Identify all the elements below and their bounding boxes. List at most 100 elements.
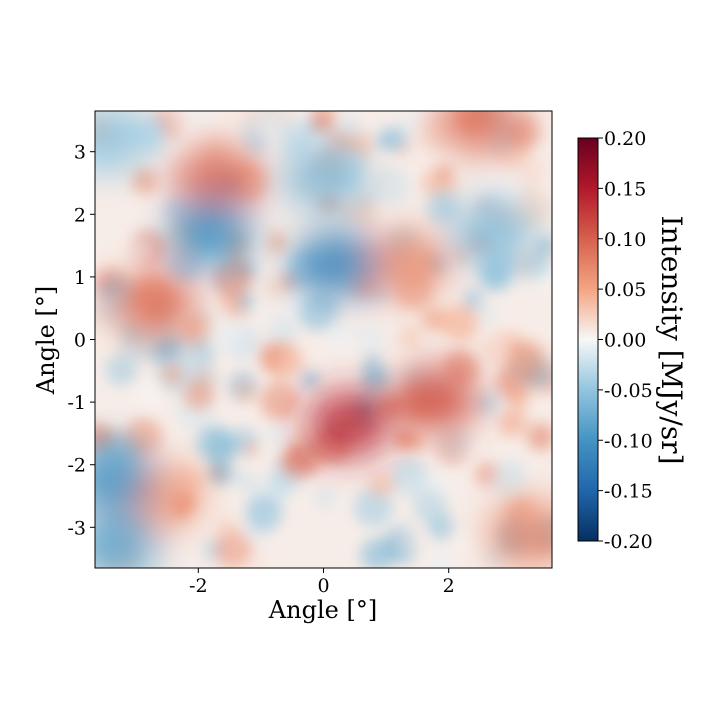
texture-blob xyxy=(313,485,337,509)
texture-blob xyxy=(242,440,260,458)
texture-blob xyxy=(290,422,311,443)
y-tick-label: 2 xyxy=(74,204,86,226)
texture-blob xyxy=(403,475,420,492)
texture-blob xyxy=(156,333,184,360)
texture-blob xyxy=(530,192,552,221)
texture-blob xyxy=(371,166,411,206)
texture-blob xyxy=(277,348,306,377)
texture-blob xyxy=(236,292,256,312)
colorbar-tick-label: -0.05 xyxy=(604,380,653,402)
texture-blob xyxy=(442,304,480,342)
texture-blob xyxy=(279,446,312,479)
x-tick-label: 0 xyxy=(317,575,329,597)
texture-blob xyxy=(360,537,395,568)
texture-blob xyxy=(453,534,473,554)
colorbar-tick-label: 0.10 xyxy=(604,229,646,251)
texture-blob xyxy=(474,391,499,416)
texture-blob xyxy=(521,251,550,280)
texture-blob xyxy=(235,471,256,491)
texture-blob xyxy=(517,157,547,188)
texture-blob xyxy=(124,417,163,456)
texture-blob xyxy=(266,316,298,348)
texture-blob xyxy=(507,384,531,408)
texture-blob xyxy=(526,422,552,451)
y-tick-label: -1 xyxy=(67,392,86,414)
texture-blob xyxy=(245,554,267,568)
x-axis-ticks: -2 0 2 xyxy=(189,568,455,597)
texture-blob xyxy=(506,342,544,380)
texture-blob xyxy=(397,522,425,551)
texture-blob xyxy=(261,275,287,301)
texture-blob xyxy=(212,258,253,298)
cool-region xyxy=(450,199,535,268)
texture-blob xyxy=(244,494,283,533)
colorbar-tick-label: 0.20 xyxy=(604,128,646,150)
colorbar-tick-label: -0.20 xyxy=(604,531,653,553)
cool-region xyxy=(281,142,366,211)
y-tick-label: 0 xyxy=(74,330,86,352)
warm-region xyxy=(438,111,522,155)
texture-blob xyxy=(131,167,159,195)
texture-blob xyxy=(356,323,387,355)
colorbar xyxy=(577,137,599,542)
x-tick-label: -2 xyxy=(189,575,208,597)
colorbar-tick-label: -0.10 xyxy=(604,430,653,452)
texture-blob xyxy=(398,325,421,348)
texture-blob xyxy=(426,190,460,224)
texture-blob xyxy=(421,306,448,333)
texture-blob xyxy=(127,240,153,265)
texture-blob xyxy=(183,379,215,411)
colorbar-tick-label: 0.15 xyxy=(604,178,646,200)
cool-region xyxy=(95,512,159,568)
cool-region xyxy=(168,199,253,268)
texture-blob xyxy=(207,458,235,486)
cool-region xyxy=(95,443,153,512)
colorbar-tick-label: 0.00 xyxy=(604,330,646,352)
y-axis-ticks: 3 2 1 0 -1 -2 -3 xyxy=(67,142,95,539)
texture-blob xyxy=(215,517,238,540)
texture-blob xyxy=(186,111,215,129)
y-axis-label: Angle [°] xyxy=(32,286,60,395)
heatmap xyxy=(95,111,552,568)
warm-region xyxy=(175,145,260,214)
warm-region xyxy=(362,230,447,299)
texture-blob xyxy=(490,463,527,500)
heatmap-features xyxy=(95,111,552,568)
texture-blob xyxy=(136,384,160,408)
texture-blob xyxy=(205,314,243,353)
texture-blob xyxy=(214,529,254,568)
texture-blob xyxy=(206,431,237,463)
texture-blob xyxy=(339,115,360,137)
texture-blob xyxy=(161,363,184,386)
texture-blob xyxy=(105,354,138,387)
y-tick-label: -3 xyxy=(67,517,86,539)
texture-blob xyxy=(474,339,493,358)
texture-blob xyxy=(438,424,472,458)
texture-blob xyxy=(266,239,284,258)
texture-blob xyxy=(535,235,552,257)
texture-blob xyxy=(392,430,414,451)
y-tick-label: 1 xyxy=(74,267,86,289)
colorbar-tick-label: 0.05 xyxy=(604,279,646,301)
warm-region xyxy=(488,499,552,568)
y-tick-label: -2 xyxy=(67,455,86,477)
texture-blob xyxy=(497,406,528,437)
texture-blob xyxy=(299,369,320,391)
texture-blob xyxy=(241,130,260,150)
texture-blob xyxy=(260,381,300,422)
colorbar-ticks: 0.20 0.15 0.10 0.05 0.00 -0.05 -0.10 -0.15 -0.20 xyxy=(598,128,653,553)
texture-blob xyxy=(475,304,497,326)
cool-region xyxy=(95,111,153,174)
x-axis-label: Angle [°] xyxy=(268,596,377,624)
warm-region xyxy=(394,364,479,433)
cool-region xyxy=(294,230,379,299)
x-tick-label: 2 xyxy=(443,575,455,597)
y-tick-label: 3 xyxy=(74,142,86,164)
texture-blob xyxy=(463,289,483,310)
texture-blob xyxy=(383,125,410,152)
texture-blob xyxy=(264,424,291,450)
texture-blob xyxy=(298,292,338,332)
texture-blob xyxy=(234,380,257,403)
texture-blob xyxy=(323,320,356,353)
